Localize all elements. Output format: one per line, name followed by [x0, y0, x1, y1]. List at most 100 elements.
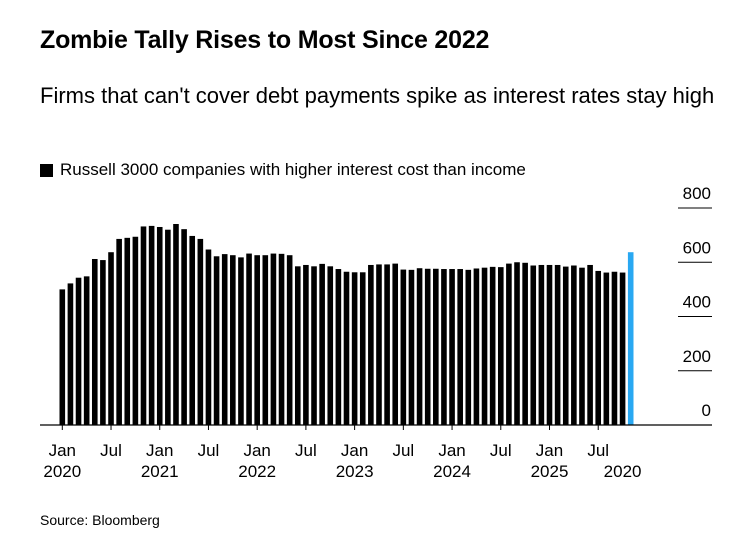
bar	[254, 255, 260, 425]
bar	[359, 272, 366, 425]
bar	[400, 269, 407, 425]
bar	[522, 262, 528, 425]
bar	[611, 271, 618, 425]
bar	[91, 258, 98, 425]
x-tick-label: Jul	[100, 441, 122, 460]
bar	[497, 267, 504, 425]
x-tick-label: Jul	[295, 441, 317, 460]
bar	[579, 267, 585, 425]
bar	[311, 266, 317, 425]
bar	[83, 276, 90, 425]
y-tick-label: 800	[683, 184, 711, 203]
bar-highlight	[627, 252, 634, 425]
bar	[124, 237, 131, 425]
bar	[303, 264, 309, 425]
bar	[221, 254, 228, 425]
chart-subtitle: Firms that can't cover debt payments spi…	[40, 83, 715, 108]
x-tick-label: Jan	[438, 441, 465, 460]
x-tick-label: Jan	[536, 441, 563, 460]
bar	[489, 266, 496, 425]
bar	[238, 257, 244, 425]
bar	[408, 269, 415, 425]
bar	[230, 255, 236, 425]
bar	[189, 235, 196, 425]
bar	[546, 264, 553, 425]
bar	[424, 268, 431, 425]
bar	[433, 268, 439, 425]
bar	[59, 289, 66, 425]
chart-title: Zombie Tally Rises to Most Since 2022	[40, 26, 490, 54]
bar	[603, 272, 610, 425]
x-tick-label: Jan	[341, 441, 368, 460]
x-year-label: 2021	[141, 462, 179, 481]
bar	[465, 269, 472, 425]
x-tick-label: Jul	[490, 441, 512, 460]
bar	[530, 265, 537, 425]
legend-swatch	[40, 163, 53, 177]
bar	[571, 265, 577, 425]
bar	[368, 264, 374, 425]
bar	[384, 264, 390, 425]
bar	[278, 253, 285, 425]
bar	[213, 256, 220, 425]
bar	[156, 226, 163, 425]
bar	[327, 266, 334, 425]
y-tick-label: 0	[702, 401, 711, 420]
bar	[270, 253, 277, 425]
bar	[100, 260, 106, 425]
x-tick-label: Jul	[587, 441, 609, 460]
bar	[197, 238, 204, 425]
bar	[587, 264, 593, 425]
bar	[473, 268, 480, 425]
bar	[392, 263, 399, 425]
bar	[441, 269, 447, 425]
x-year-label: 2020	[43, 462, 81, 481]
y-tick-label: 600	[683, 238, 711, 257]
x-tick-label: Jul	[198, 441, 220, 460]
bar	[108, 252, 114, 425]
x-tick-label: Jan	[146, 441, 173, 460]
bar	[262, 255, 269, 425]
bar	[376, 264, 382, 425]
bar	[416, 268, 423, 425]
bar	[514, 262, 520, 425]
bar	[140, 226, 147, 425]
bar	[132, 236, 139, 425]
x-year-label: 2022	[238, 462, 276, 481]
x-year-label: 2020	[604, 462, 642, 481]
bar	[449, 269, 455, 425]
x-year-label: 2025	[531, 462, 569, 481]
bar	[457, 269, 463, 425]
bar	[294, 266, 301, 425]
bar	[506, 263, 512, 425]
bar	[619, 272, 626, 425]
x-year-label: 2023	[336, 462, 374, 481]
bar	[351, 272, 358, 425]
bar	[67, 283, 74, 425]
x-tick-label: Jan	[243, 441, 270, 460]
bar	[319, 263, 325, 425]
bar	[181, 229, 187, 425]
legend: Russell 3000 companies with higher inter…	[40, 160, 526, 180]
bar	[75, 277, 82, 425]
bar	[595, 270, 602, 425]
legend-label: Russell 3000 companies with higher inter…	[60, 160, 526, 179]
bar	[335, 269, 342, 425]
x-year-label: 2024	[433, 462, 471, 481]
bar	[481, 267, 488, 425]
bar	[116, 238, 122, 425]
x-tick-label: Jan	[49, 441, 76, 460]
bar	[165, 229, 171, 425]
bar	[148, 225, 155, 425]
bar	[286, 255, 293, 425]
source-note: Source: Bloomberg	[40, 512, 160, 528]
y-tick-label: 400	[683, 293, 711, 312]
bar	[554, 264, 561, 425]
bar	[538, 264, 545, 425]
y-tick-label: 200	[683, 347, 711, 366]
bar	[562, 266, 569, 425]
bar	[246, 253, 252, 425]
bar	[343, 271, 350, 425]
bar	[205, 249, 212, 425]
